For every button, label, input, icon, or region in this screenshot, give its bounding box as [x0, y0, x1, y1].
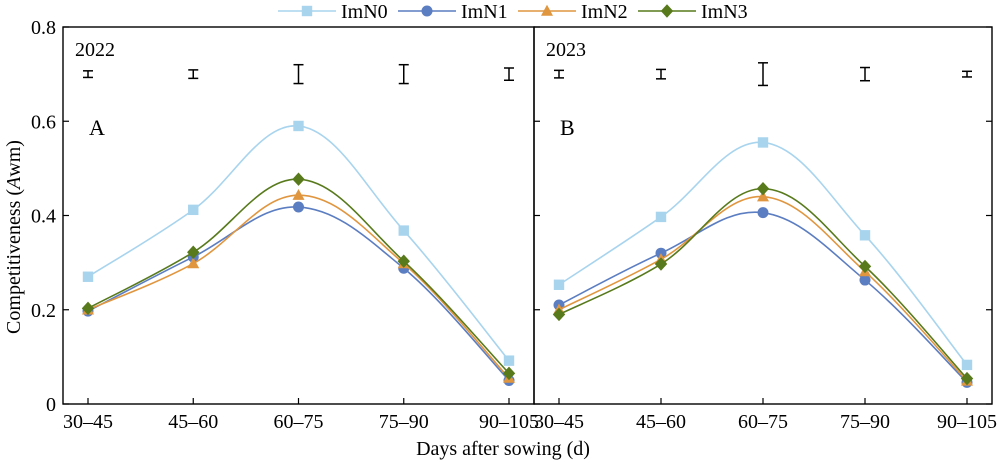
error-bar [83, 70, 93, 79]
legend-label: ImN3 [701, 1, 748, 23]
x-tick-label: 30–45 [534, 411, 584, 433]
data-point [82, 271, 94, 282]
y-tick-label: 0.4 [31, 206, 56, 228]
x-tick-label: 60–75 [274, 411, 324, 433]
data-point [398, 225, 409, 236]
error-bar [293, 63, 304, 85]
x-tick-label: 90–105 [937, 411, 997, 433]
x-tick-label: 45–60 [636, 411, 686, 433]
legend-label: ImN1 [461, 1, 508, 23]
legend-marker [541, 4, 553, 16]
legend-item-imn3: ImN3 [638, 1, 748, 23]
x-tick-label: 75–90 [840, 411, 890, 433]
legend-marker [301, 5, 313, 17]
error-bar [962, 70, 972, 78]
data-point [757, 207, 769, 219]
series-imn0 [553, 137, 973, 371]
data-point [187, 257, 200, 269]
data-point [552, 307, 566, 322]
x-tick-label: 75–90 [379, 411, 429, 433]
data-point [757, 190, 769, 202]
panel-2023: 30–45 45–60 60–75 75–90 90–105 2023 B [533, 26, 997, 433]
series-imn0 [82, 120, 515, 366]
data-point [859, 230, 871, 241]
data-point [503, 355, 515, 366]
series-imn1 [82, 201, 515, 386]
series-line [87, 194, 510, 379]
data-point [757, 137, 769, 148]
error-bar [504, 67, 514, 82]
data-point [961, 359, 973, 371]
legend-label: ImN0 [341, 1, 388, 23]
series-line [87, 125, 510, 362]
data-point [960, 371, 974, 386]
panel-year-label: 2023 [546, 39, 586, 61]
error-bar [656, 68, 666, 80]
legend-marker [660, 4, 674, 18]
panel-2022: 0 0.2 0.4 0.6 0.8 30–45 45–60 60–75 75–90 90–105 2… [31, 17, 539, 433]
data-point [858, 259, 872, 274]
data-point [654, 257, 668, 271]
series-line [87, 206, 510, 381]
y-axis-title-part-1: Competitiveness ( [3, 189, 25, 334]
data-point [187, 245, 200, 259]
x-axis-title: Days after sowing (d) [416, 438, 590, 460]
data-point [553, 279, 565, 290]
legend-marker [421, 5, 433, 17]
y-tick-label: 0.8 [31, 17, 56, 39]
error-bar [398, 63, 409, 85]
legend: ImN0 ImN1 ImN2 ImN3 [278, 1, 748, 23]
y-tick-label: 0.6 [31, 111, 56, 133]
y-tick-label: 0.2 [31, 300, 56, 322]
series-imn3 [552, 181, 974, 386]
series-imn3 [81, 172, 516, 381]
data-point [859, 274, 871, 286]
data-point [292, 172, 305, 186]
error-bar [758, 62, 768, 87]
series-line [558, 195, 968, 382]
data-point [756, 181, 770, 196]
x-tick-label: 90–105 [479, 411, 539, 433]
error-bar [188, 69, 199, 80]
legend-label: ImN2 [581, 1, 628, 23]
panel-year-label: 2022 [75, 39, 115, 61]
error-bar [554, 69, 564, 79]
series-line [558, 141, 968, 366]
data-point [293, 201, 304, 213]
y-tick-label: 0 [46, 394, 56, 416]
legend-item-imn2: ImN2 [518, 1, 628, 23]
x-tick-label: 30–45 [63, 411, 113, 433]
error-bar [860, 66, 870, 82]
data-point [292, 189, 305, 200]
legend-item-imn0: ImN0 [278, 1, 388, 23]
series-line [558, 211, 968, 383]
legend-item-imn1: ImN1 [398, 1, 508, 23]
data-point [293, 120, 304, 132]
series-imn1 [553, 207, 973, 388]
y-axis-title-variable: A [3, 176, 25, 191]
data-point [397, 254, 410, 268]
data-point [188, 204, 199, 216]
x-tick-label: 60–75 [738, 411, 788, 433]
panel-letter-label: B [560, 115, 575, 140]
panel-letter-label: A [89, 115, 105, 140]
y-axis-title: Competitiveness (Awm) [3, 140, 25, 334]
data-point [81, 301, 95, 316]
y-axis-title-part-2: wm) [3, 140, 25, 177]
x-tick-label: 45–60 [168, 411, 218, 433]
data-point [655, 211, 667, 223]
data-point [502, 366, 516, 381]
